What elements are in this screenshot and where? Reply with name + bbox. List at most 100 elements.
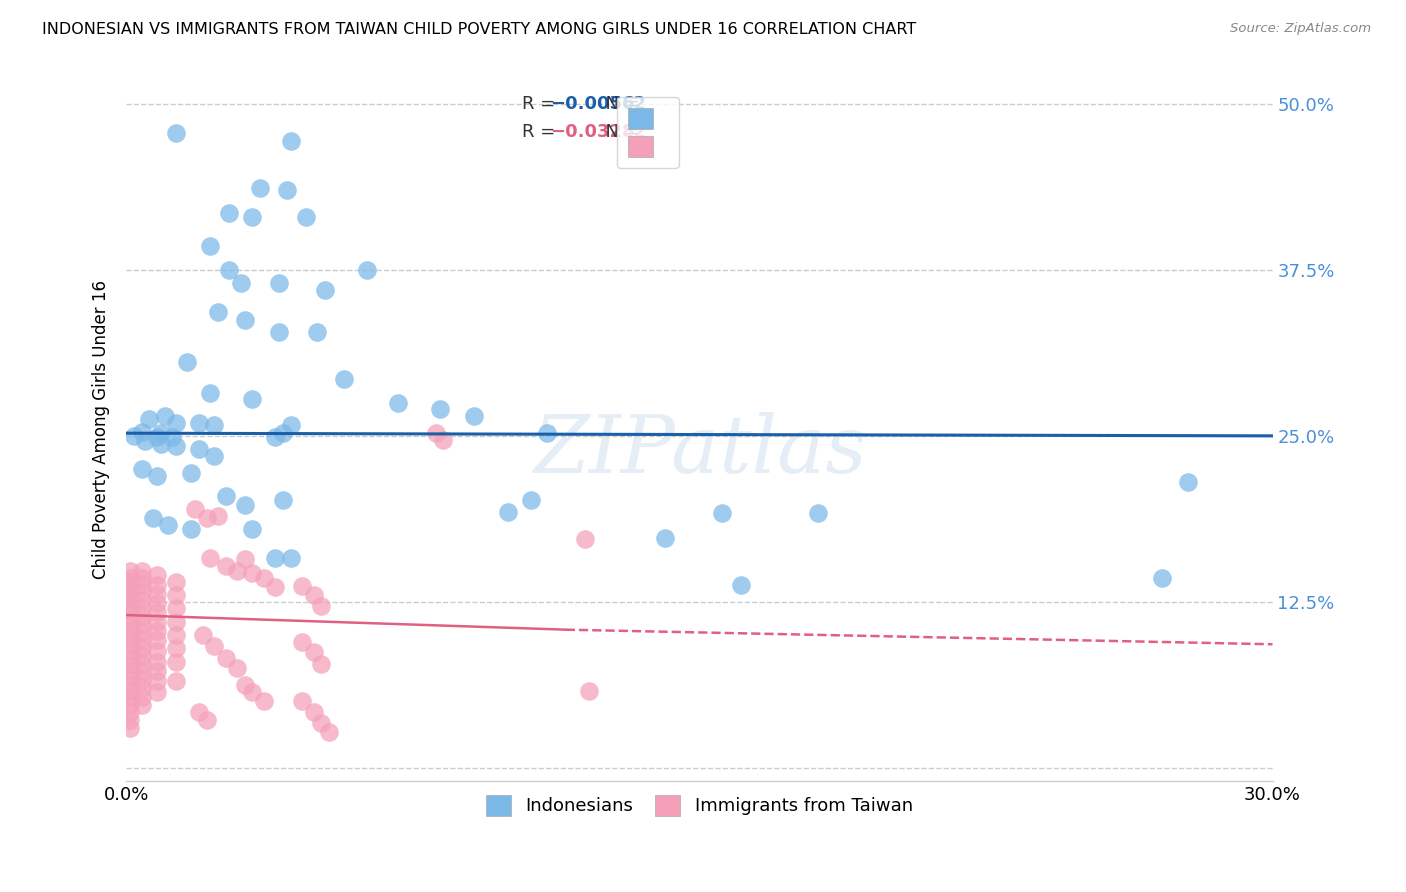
- Point: [309, 599, 332, 613]
- Point: [138, 411, 160, 425]
- Point: [176, 354, 198, 368]
- Point: [131, 665, 153, 680]
- Point: [131, 641, 153, 656]
- Point: [318, 724, 340, 739]
- Y-axis label: Child Poverty Among Girls Under 16: Child Poverty Among Girls Under 16: [93, 280, 110, 579]
- Point: [120, 650, 142, 665]
- Point: [253, 571, 276, 585]
- Point: [131, 649, 153, 664]
- Point: [146, 468, 169, 483]
- Point: [218, 206, 240, 220]
- Point: [120, 574, 142, 589]
- Point: [356, 263, 378, 277]
- Point: [120, 697, 142, 711]
- Point: [242, 210, 264, 224]
- Point: [233, 498, 256, 512]
- Point: [146, 624, 169, 638]
- Point: [131, 657, 153, 672]
- Point: [146, 430, 169, 444]
- Text: R =: R =: [522, 95, 561, 113]
- Point: [146, 664, 169, 678]
- Point: [187, 442, 209, 457]
- Point: [120, 604, 142, 618]
- Point: [165, 126, 187, 140]
- Point: [711, 506, 734, 520]
- Point: [302, 645, 325, 659]
- Point: [120, 624, 142, 638]
- Point: [146, 655, 169, 669]
- Point: [187, 705, 209, 719]
- Point: [120, 657, 142, 672]
- Point: [269, 326, 291, 340]
- Point: [520, 492, 543, 507]
- Point: [214, 489, 236, 503]
- Point: [131, 673, 153, 687]
- Point: [574, 533, 596, 547]
- Point: [165, 416, 187, 430]
- Point: [157, 517, 180, 532]
- Point: [264, 580, 287, 594]
- Point: [271, 426, 294, 441]
- Point: [131, 593, 153, 607]
- Point: [425, 426, 447, 441]
- Point: [307, 326, 329, 340]
- Point: [146, 644, 169, 658]
- Point: [314, 283, 336, 297]
- Point: [146, 587, 169, 601]
- Point: [214, 650, 236, 665]
- Point: [242, 392, 264, 406]
- Point: [146, 633, 169, 648]
- Point: [131, 571, 153, 585]
- Point: [146, 685, 169, 699]
- Point: [131, 462, 153, 476]
- Point: [120, 705, 142, 719]
- Point: [498, 504, 520, 518]
- Point: [120, 664, 142, 678]
- Text: 62: 62: [621, 95, 647, 113]
- Point: [309, 657, 332, 672]
- Point: [146, 615, 169, 629]
- Text: Source: ZipAtlas.com: Source: ZipAtlas.com: [1230, 22, 1371, 36]
- Point: [207, 508, 229, 523]
- Point: [253, 694, 276, 708]
- Point: [142, 511, 165, 525]
- Point: [134, 434, 156, 449]
- Point: [1150, 571, 1173, 585]
- Point: [226, 661, 249, 675]
- Point: [146, 606, 169, 620]
- Point: [229, 276, 252, 290]
- Point: [202, 639, 225, 653]
- Point: [131, 609, 153, 624]
- Point: [291, 579, 314, 593]
- Point: [536, 426, 558, 441]
- Point: [120, 690, 142, 705]
- Text: ZIPatlas: ZIPatlas: [533, 411, 866, 489]
- Point: [242, 685, 264, 699]
- Point: [120, 678, 142, 692]
- Point: [180, 466, 202, 480]
- Point: [165, 601, 187, 615]
- Point: [165, 588, 187, 602]
- Point: [295, 210, 318, 224]
- Point: [387, 395, 409, 409]
- Point: [131, 585, 153, 599]
- Point: [153, 409, 176, 423]
- Point: [730, 577, 752, 591]
- Legend: Indonesians, Immigrants from Taiwan: Indonesians, Immigrants from Taiwan: [477, 786, 922, 825]
- Point: [131, 681, 153, 695]
- Point: [200, 239, 222, 253]
- Point: [131, 577, 153, 591]
- Point: [120, 670, 142, 684]
- Point: [165, 615, 187, 629]
- Point: [654, 531, 676, 545]
- Point: [187, 416, 209, 430]
- Point: [578, 683, 600, 698]
- Point: [200, 386, 222, 401]
- Point: [429, 402, 451, 417]
- Point: [131, 633, 153, 648]
- Text: −0.032: −0.032: [550, 123, 623, 141]
- Point: [463, 409, 485, 423]
- Point: [269, 276, 291, 290]
- Point: [280, 134, 302, 148]
- Point: [333, 372, 356, 386]
